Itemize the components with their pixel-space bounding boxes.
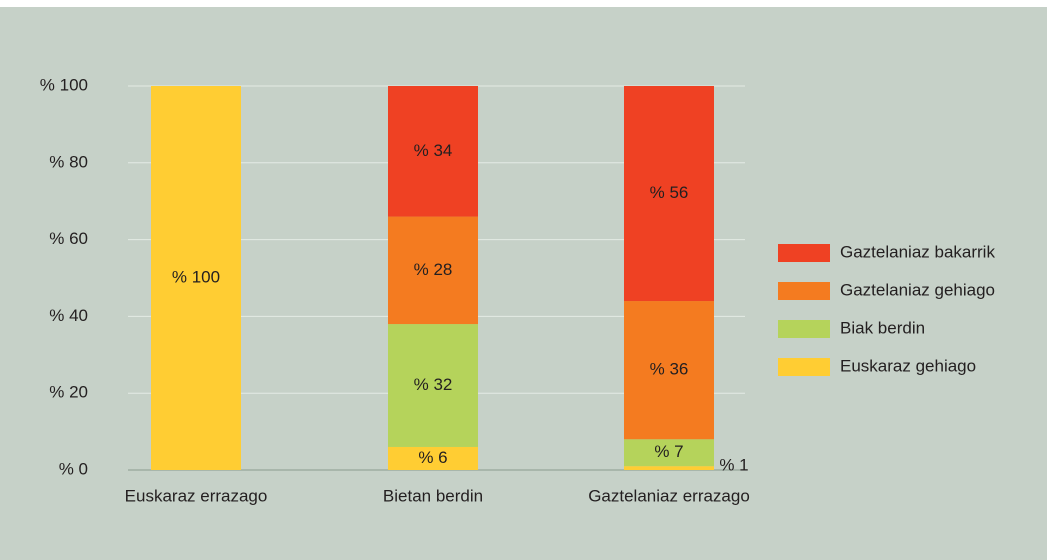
bar-segment [388,216,478,325]
data-label: % 100 [172,267,220,286]
bar-segment [388,324,478,447]
legend-label: Biak berdin [840,318,925,337]
bar-segment [151,86,241,470]
legend-swatch [778,282,830,300]
data-label: % 6 [418,448,447,467]
y-tick-label: % 20 [49,383,88,402]
data-label: % 36 [650,360,689,379]
data-label: % 56 [650,183,689,202]
data-label: % 1 [719,456,748,475]
legend-label: Euskaraz gehiago [840,356,976,375]
y-tick-label: % 0 [59,459,88,478]
bar-segment [624,439,714,467]
top-strip [0,0,1047,7]
data-label: % 7 [654,442,683,461]
bar-segment [624,466,714,470]
data-label: % 32 [414,375,453,394]
legend-swatch [778,320,830,338]
legend-label: Gaztelaniaz bakarrik [840,242,995,261]
bar-segment [624,301,714,440]
data-label: % 34 [414,141,453,160]
bar-segment [388,446,478,470]
bar-segment [388,86,478,217]
data-label: % 28 [414,260,453,279]
bar-segment [624,86,714,302]
y-tick-label: % 100 [40,75,88,94]
y-tick-label: % 80 [49,152,88,171]
legend-label: Gaztelaniaz gehiago [840,280,995,299]
y-tick-label: % 40 [49,306,88,325]
x-tick-label: Gaztelaniaz errazago [588,486,750,505]
legend-swatch [778,358,830,376]
y-tick-label: % 60 [49,229,88,248]
x-tick-label: Bietan berdin [383,486,483,505]
x-tick-label: Euskaraz errazago [125,486,268,505]
legend-swatch [778,244,830,262]
